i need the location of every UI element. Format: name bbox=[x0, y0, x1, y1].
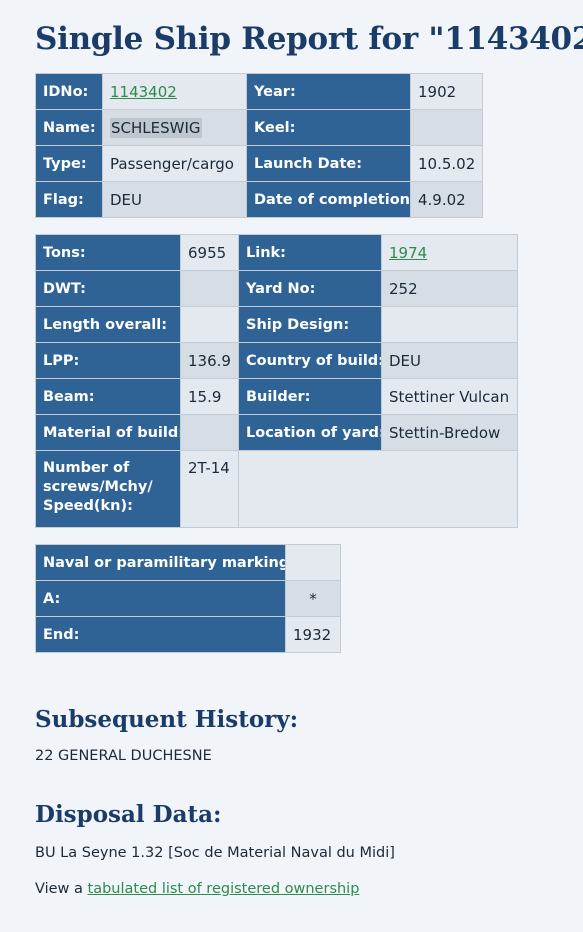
table-row: Beam: 15.9 Builder: Stettiner Vulcan bbox=[35, 378, 518, 415]
tons-label: Tons: bbox=[35, 234, 181, 271]
subsequent-history-heading: Subsequent History: bbox=[35, 706, 299, 733]
ship-design-label: Ship Design: bbox=[238, 306, 382, 343]
table-row: DWT: Yard No: 252 bbox=[35, 270, 518, 307]
type-value: Passenger/cargo bbox=[102, 145, 247, 182]
specs-table: Tons: 6955 Link: 1974 DWT: Yard No: 252 … bbox=[35, 234, 518, 528]
empty-cell bbox=[238, 450, 518, 528]
launch-date-label: Launch Date: bbox=[246, 145, 411, 182]
beam-value: 15.9 bbox=[180, 378, 239, 415]
naval-table: Naval or paramilitary marking : A: * End… bbox=[35, 544, 341, 653]
completion-date-value: 4.9.02 bbox=[410, 181, 483, 218]
a-label: A: bbox=[35, 580, 286, 617]
screws-speed-label: Number of screws/Mchy/ Speed(kn): bbox=[35, 450, 181, 528]
disposal-data-text: BU La Seyne 1.32 [Soc de Material Naval … bbox=[35, 845, 395, 861]
subsequent-history-text: 22 GENERAL DUCHESNE bbox=[35, 748, 212, 764]
length-overall-value bbox=[180, 306, 239, 343]
builder-value: Stettiner Vulcan bbox=[381, 378, 518, 415]
location-of-yard-value: Stettin-Bredow bbox=[381, 414, 518, 451]
keel-label: Keel: bbox=[246, 109, 411, 146]
yard-no-label: Yard No: bbox=[238, 270, 382, 307]
table-row: End: 1932 bbox=[35, 616, 341, 653]
disposal-data-heading: Disposal Data: bbox=[35, 801, 222, 828]
basic-info-table: IDNo: 1143402 Year: 1902 Name: SCHLESWIG… bbox=[35, 73, 483, 218]
a-value: * bbox=[285, 580, 341, 617]
idno-label: IDNo: bbox=[35, 73, 103, 110]
location-of-yard-label: Location of yard: bbox=[238, 414, 382, 451]
naval-marking-label: Naval or paramilitary marking : bbox=[35, 544, 286, 581]
beam-label: Beam: bbox=[35, 378, 181, 415]
naval-marking-value bbox=[285, 544, 341, 581]
flag-label: Flag: bbox=[35, 181, 103, 218]
table-row: LPP: 136.9 Country of build: DEU bbox=[35, 342, 518, 379]
table-row: Number of screws/Mchy/ Speed(kn): 2T-14 bbox=[35, 450, 518, 528]
screws-speed-value: 2T-14 bbox=[180, 450, 239, 528]
country-of-build-label: Country of build: bbox=[238, 342, 382, 379]
flag-value: DEU bbox=[102, 181, 247, 218]
country-of-build-value: DEU bbox=[381, 342, 518, 379]
ownership-list-link[interactable]: tabulated list of registered ownership bbox=[87, 881, 360, 897]
year-value: 1902 bbox=[410, 73, 483, 110]
table-row: Type: Passenger/cargo Launch Date: 10.5.… bbox=[35, 145, 483, 182]
table-row: Flag: DEU Date of completion: 4.9.02 bbox=[35, 181, 483, 218]
yard-no-value: 252 bbox=[381, 270, 518, 307]
builder-label: Builder: bbox=[238, 378, 382, 415]
completion-date-label: Date of completion: bbox=[246, 181, 411, 218]
tons-value: 6955 bbox=[180, 234, 239, 271]
table-row: Tons: 6955 Link: 1974 bbox=[35, 234, 518, 271]
link-1974[interactable]: 1974 bbox=[389, 243, 428, 262]
material-of-build-label: Material of build: bbox=[35, 414, 181, 451]
ownership-prefix: View a bbox=[35, 881, 88, 897]
idno-link[interactable]: 1143402 bbox=[110, 82, 177, 101]
table-row: Name: SCHLESWIG Keel: bbox=[35, 109, 483, 146]
end-label: End: bbox=[35, 616, 286, 653]
ship-name-value: SCHLESWIG bbox=[110, 117, 202, 138]
launch-date-value: 10.5.02 bbox=[410, 145, 483, 182]
table-row: Length overall: Ship Design: bbox=[35, 306, 518, 343]
page-title: Single Ship Report for "1143402" bbox=[35, 21, 583, 57]
dwt-label: DWT: bbox=[35, 270, 181, 307]
end-value: 1932 bbox=[285, 616, 341, 653]
table-row: IDNo: 1143402 Year: 1902 bbox=[35, 73, 483, 110]
ownership-line: View a tabulated list of registered owne… bbox=[35, 879, 583, 899]
ship-design-value bbox=[381, 306, 518, 343]
keel-value bbox=[410, 109, 483, 146]
year-label: Year: bbox=[246, 73, 411, 110]
table-row: Material of build: Location of yard: Ste… bbox=[35, 414, 518, 451]
table-row: A: * bbox=[35, 580, 341, 617]
type-label: Type: bbox=[35, 145, 103, 182]
material-of-build-value bbox=[180, 414, 239, 451]
lpp-value: 136.9 bbox=[180, 342, 239, 379]
link-label: Link: bbox=[238, 234, 382, 271]
lpp-label: LPP: bbox=[35, 342, 181, 379]
ship-report-page: Single Ship Report for "1143402" IDNo: 1… bbox=[35, 21, 583, 899]
name-label: Name: bbox=[35, 109, 103, 146]
length-overall-label: Length overall: bbox=[35, 306, 181, 343]
table-row: Naval or paramilitary marking : bbox=[35, 544, 341, 581]
dwt-value bbox=[180, 270, 239, 307]
